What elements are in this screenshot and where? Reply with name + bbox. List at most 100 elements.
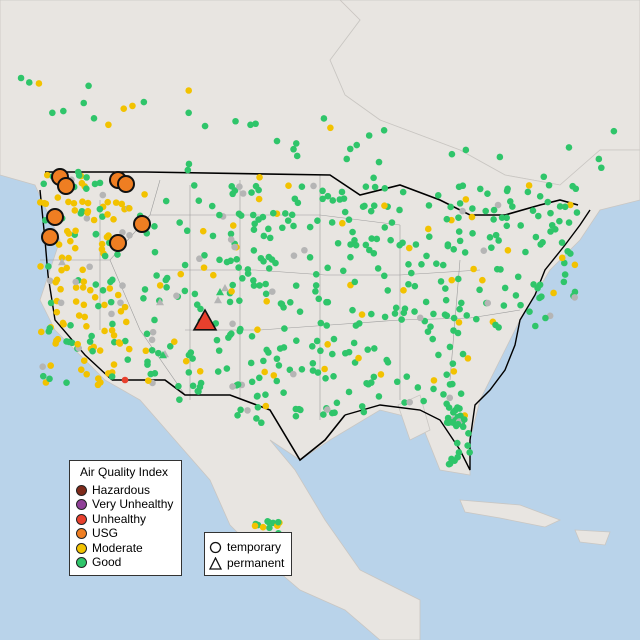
site-marker (338, 188, 346, 196)
site-marker (561, 203, 569, 211)
site-marker (346, 145, 354, 153)
site-marker (108, 310, 115, 318)
site-marker (196, 367, 204, 375)
site-marker (444, 242, 452, 250)
site-marker (239, 275, 246, 282)
site-marker (459, 182, 467, 190)
site-marker (448, 276, 456, 284)
site-marker (347, 241, 354, 248)
site-marker (315, 295, 323, 303)
site-marker (298, 183, 306, 190)
site-marker (290, 252, 298, 259)
site-marker (252, 120, 259, 128)
site-marker (384, 287, 392, 294)
site-marker (571, 261, 579, 269)
site-marker (374, 265, 382, 272)
site-marker (349, 306, 356, 314)
site-marker (495, 324, 502, 331)
site-marker (416, 314, 424, 322)
site-marker (380, 127, 388, 134)
site-marker (173, 292, 180, 300)
site-marker (143, 330, 151, 338)
site-marker (156, 282, 164, 289)
site-marker (104, 211, 111, 218)
site-marker (262, 391, 269, 399)
site-marker (258, 419, 265, 427)
site-marker (175, 382, 182, 390)
site-marker (323, 298, 330, 306)
site-marker (440, 391, 447, 398)
site-marker (114, 291, 122, 299)
site-marker (52, 340, 59, 347)
legend-row-hazardous: Hazardous (76, 483, 150, 497)
site-marker (86, 338, 94, 345)
site-marker (292, 412, 300, 420)
site-marker (278, 300, 286, 308)
site-marker (294, 199, 302, 207)
site-marker (401, 305, 409, 312)
site-marker (358, 403, 366, 410)
site-marker (279, 224, 286, 232)
legend-label-very-unhealthy: Very Unhealthy (92, 497, 174, 511)
site-marker (65, 230, 73, 237)
site-marker (435, 351, 442, 359)
site-marker (200, 264, 208, 271)
site-marker (126, 231, 133, 239)
site-marker (229, 320, 236, 328)
site-marker (556, 217, 563, 225)
site-marker (177, 270, 185, 278)
site-marker (535, 212, 542, 220)
site-marker (353, 141, 361, 149)
site-marker (105, 121, 112, 129)
site-marker (455, 275, 462, 283)
site-marker (458, 299, 465, 307)
site-marker (99, 191, 107, 199)
site-marker (259, 213, 267, 221)
site-marker (411, 308, 418, 315)
site-marker (162, 197, 170, 205)
permanent-site-marker (159, 351, 167, 359)
site-marker (151, 223, 158, 230)
site-marker (496, 153, 504, 161)
site-marker (187, 349, 195, 356)
site-marker (63, 264, 71, 272)
site-marker (524, 188, 532, 196)
site-marker (84, 199, 92, 207)
site-marker (183, 227, 191, 235)
site-marker (49, 109, 56, 117)
site-marker (387, 236, 394, 244)
site-marker (460, 416, 468, 423)
site-marker (292, 405, 300, 413)
site-marker (558, 239, 566, 246)
site-marker (248, 333, 256, 340)
site-marker (262, 290, 270, 298)
site-marker (517, 222, 524, 229)
site-marker (185, 160, 193, 168)
site-marker (320, 411, 327, 418)
site-marker (256, 282, 263, 289)
site-marker (80, 301, 88, 309)
site-marker (473, 315, 480, 323)
usg-site-marker (41, 228, 59, 246)
site-marker (191, 290, 199, 298)
site-marker (439, 261, 447, 269)
site-marker (83, 185, 90, 193)
site-marker (398, 316, 405, 323)
site-marker (47, 299, 55, 307)
site-marker (79, 284, 87, 291)
site-marker (235, 264, 242, 271)
site-marker (334, 239, 342, 247)
site-marker (116, 340, 124, 347)
site-marker (141, 191, 148, 198)
site-marker (433, 260, 440, 267)
site-marker (368, 235, 376, 242)
site-marker (37, 328, 45, 336)
site-marker (328, 350, 336, 358)
site-marker (99, 213, 106, 220)
site-marker (476, 185, 484, 193)
site-marker (469, 230, 476, 237)
site-marker (476, 286, 483, 294)
site-marker (80, 357, 88, 364)
site-marker (72, 278, 80, 286)
site-marker (103, 233, 111, 241)
